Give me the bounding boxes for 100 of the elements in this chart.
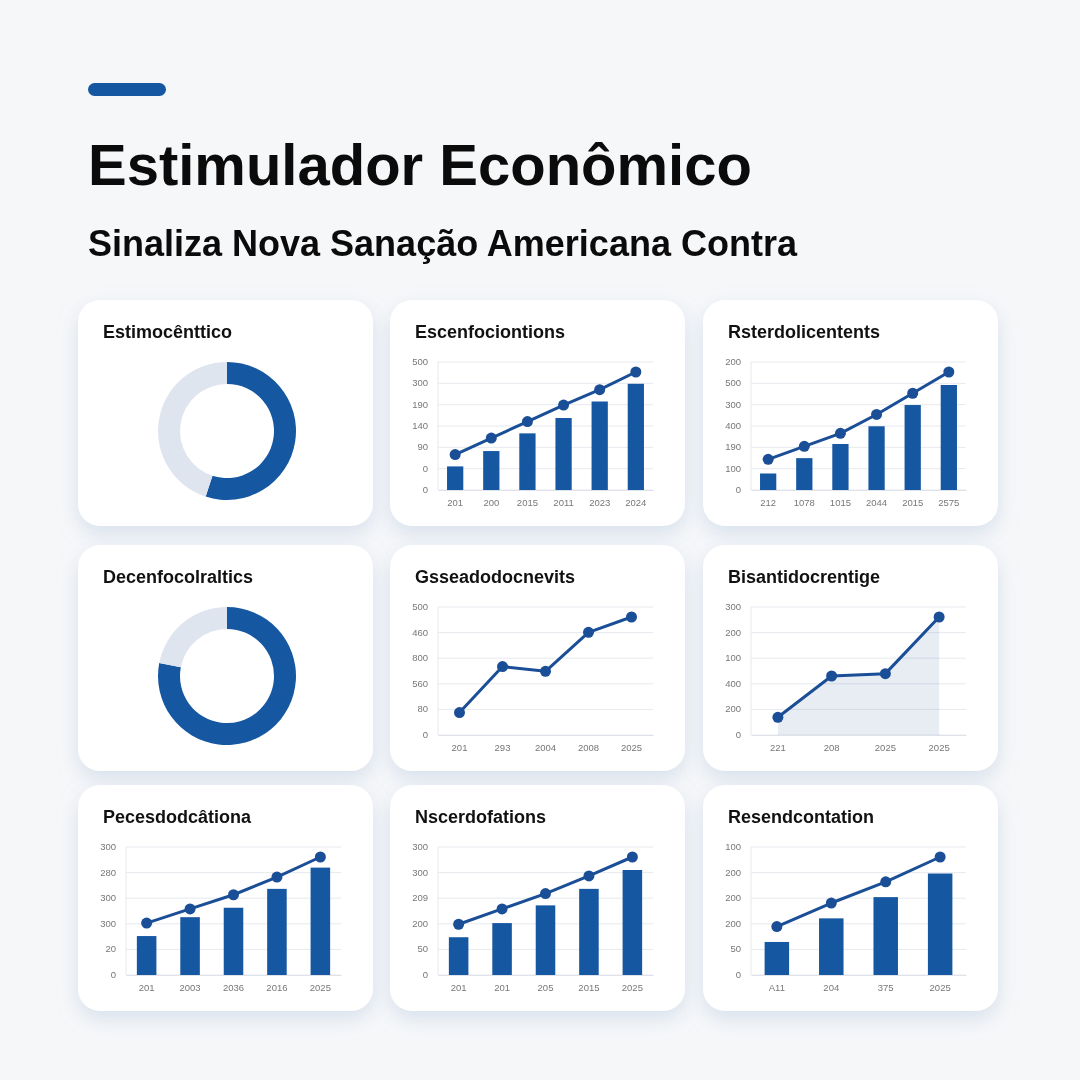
x-tick-label: 2011 xyxy=(553,496,574,508)
x-tick-label: 201 xyxy=(138,981,155,993)
chart-title: Escenfociontions xyxy=(415,322,566,342)
text: 0 xyxy=(422,484,428,496)
point xyxy=(540,888,551,900)
point xyxy=(825,897,837,909)
text: 50 xyxy=(730,943,741,955)
bar xyxy=(927,873,953,975)
text: 190 xyxy=(412,398,428,410)
x-tick-label: 293 xyxy=(494,741,511,753)
x-tick-label: 2044 xyxy=(866,496,888,508)
text: 200 xyxy=(725,866,741,878)
bar xyxy=(873,897,898,975)
chart-title: Bisantidocrentige xyxy=(728,567,881,587)
point xyxy=(184,903,196,915)
text: 460 xyxy=(412,626,428,638)
text: 400 xyxy=(725,420,741,432)
chart-title: Resendcontation xyxy=(728,807,875,827)
x-tick-label: 2024 xyxy=(625,496,647,508)
chart-title: Pecesdodcâtiona xyxy=(103,807,253,827)
x-tick-label: 201 xyxy=(494,981,510,993)
point xyxy=(630,366,642,378)
donut-slice xyxy=(158,607,296,745)
point xyxy=(558,399,570,411)
x-tick-label: 2575 xyxy=(938,496,960,508)
text: Estimulador Econômico xyxy=(88,132,752,197)
x-tick-label: 205 xyxy=(537,981,554,993)
point xyxy=(141,917,153,929)
bar xyxy=(448,937,469,975)
bar xyxy=(535,905,556,975)
text: 50 xyxy=(417,943,428,955)
x-tick-label: 2025 xyxy=(929,981,951,993)
text: 500 xyxy=(412,356,428,368)
text: 200 xyxy=(412,917,428,929)
chart-title: Gsseadodocnevits xyxy=(415,567,576,587)
point xyxy=(934,851,946,863)
bar xyxy=(519,433,536,490)
x-tick-label: A11 xyxy=(768,981,785,993)
bar xyxy=(483,451,500,490)
bar xyxy=(764,941,790,975)
bar xyxy=(310,867,331,975)
x-tick-label: 2016 xyxy=(266,981,288,993)
text: 300 xyxy=(725,601,741,613)
bar xyxy=(904,405,921,490)
point xyxy=(314,851,326,863)
x-tick-label: 201 xyxy=(451,741,468,753)
x-tick-label: 375 xyxy=(877,981,894,993)
point xyxy=(626,851,638,863)
x-tick-label: 2015 xyxy=(516,496,538,508)
x-tick-label: 201 xyxy=(450,981,467,993)
bar xyxy=(832,443,849,490)
bar xyxy=(627,383,644,490)
x-tick-label: 2015 xyxy=(578,981,600,993)
bar xyxy=(492,923,512,975)
text: 200 xyxy=(725,917,741,929)
text: 100 xyxy=(725,652,741,664)
bar xyxy=(555,418,572,490)
x-tick-label: 2003 xyxy=(179,981,201,993)
x-tick-label: 2023 xyxy=(589,496,611,508)
text: 0 xyxy=(735,484,741,496)
x-tick-label: 2025 xyxy=(309,981,331,993)
text: 200 xyxy=(725,356,741,368)
text: 300 xyxy=(100,841,116,853)
text: 0 xyxy=(735,969,741,981)
bar xyxy=(136,936,157,975)
bar xyxy=(796,458,813,490)
chart-title: Decenfocolraltics xyxy=(103,567,254,587)
point xyxy=(583,870,595,882)
x-tick-label: 2004 xyxy=(534,741,557,753)
bar xyxy=(819,918,844,975)
text: 0 xyxy=(422,462,428,474)
chart-title: Estimocênttico xyxy=(103,322,233,342)
point xyxy=(449,449,461,461)
x-tick-label: 2025 xyxy=(928,741,950,753)
text: 200 xyxy=(725,703,741,715)
bar xyxy=(868,426,885,490)
x-tick-label: 2036 xyxy=(222,981,245,993)
text: 100 xyxy=(725,462,741,474)
bar xyxy=(591,401,608,490)
point xyxy=(540,665,551,677)
x-tick-label: 1015 xyxy=(829,496,851,508)
point xyxy=(271,871,283,883)
text: 0 xyxy=(110,969,116,981)
point xyxy=(521,416,533,428)
bar xyxy=(579,888,599,975)
text: 209 xyxy=(412,892,428,904)
chart-title: Rsterdolicentents xyxy=(728,322,881,342)
point xyxy=(834,427,846,439)
point xyxy=(454,707,465,719)
point xyxy=(497,661,508,673)
text: 300 xyxy=(412,377,428,389)
point xyxy=(626,611,637,623)
text: 20 xyxy=(105,943,116,955)
text: 300 xyxy=(100,892,116,904)
point xyxy=(943,366,955,378)
point xyxy=(880,876,892,888)
point xyxy=(453,918,465,930)
x-tick-label: 2015 xyxy=(902,496,924,508)
donut-slice xyxy=(159,607,227,668)
donut-slice xyxy=(158,362,227,497)
